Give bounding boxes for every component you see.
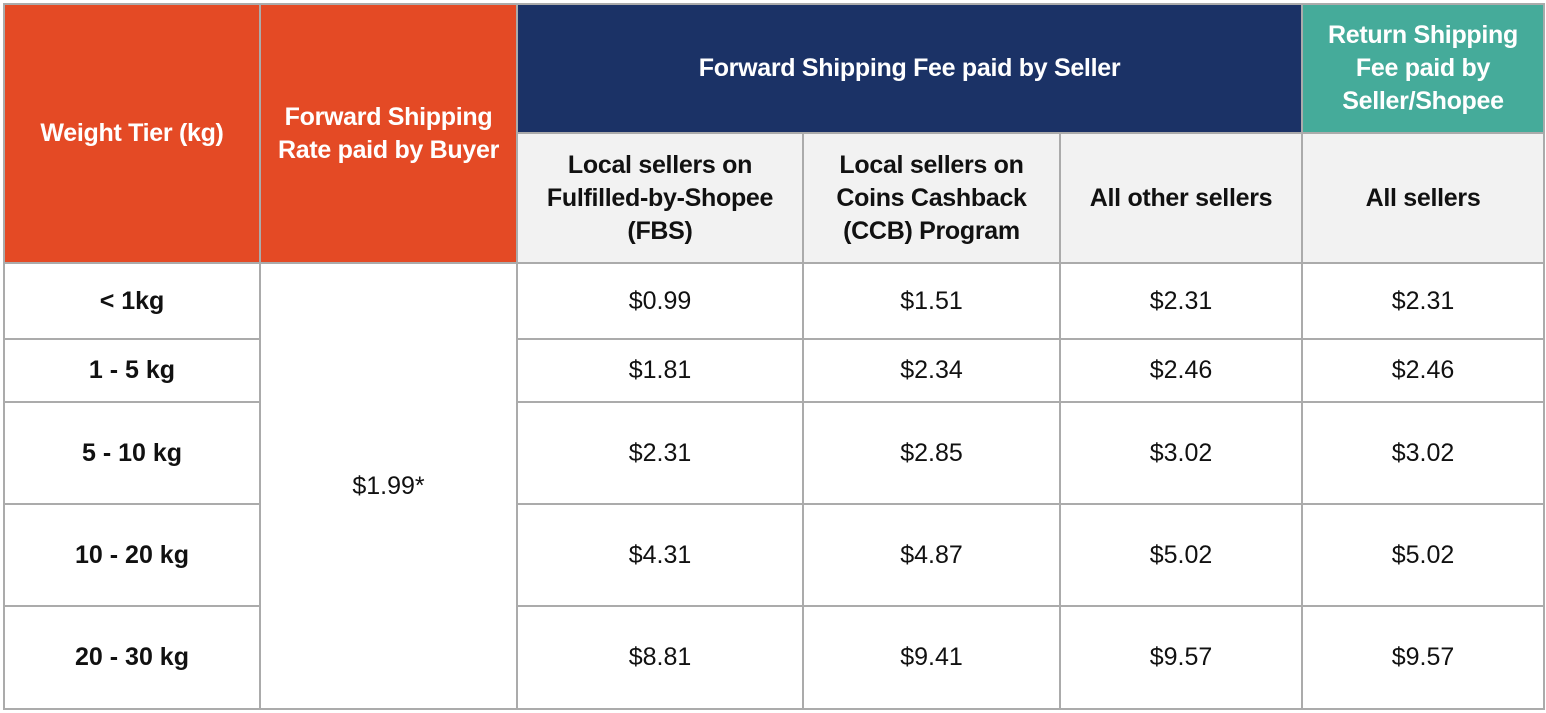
- table-row: 1 - 5 kg $1.81 $2.34 $2.46 $2.46: [3, 338, 1546, 403]
- return-fee-cell: $2.31: [1301, 262, 1546, 340]
- ccb-fee-cell: $9.41: [802, 605, 1061, 710]
- return-fee-cell: $9.57: [1301, 605, 1546, 710]
- ccb-fee-cell: $4.87: [802, 503, 1061, 607]
- subheader-fbs: Local sellers on Fulfilled-by-Shopee (FB…: [516, 132, 804, 264]
- fbs-fee-cell: $0.99: [516, 262, 804, 340]
- ccb-fee-cell: $2.85: [802, 401, 1061, 505]
- other-fee-cell: $9.57: [1058, 605, 1304, 710]
- weight-tier-cell: 20 - 30 kg: [3, 605, 261, 710]
- header-seller-fee-group: Forward Shipping Fee paid by Seller: [515, 3, 1304, 134]
- return-fee-cell: $2.46: [1301, 338, 1546, 403]
- header-weight-tier: Weight Tier (kg): [3, 3, 261, 264]
- subheader-ccb: Local sellers on Coins Cashback (CCB) Pr…: [802, 132, 1061, 264]
- weight-tier-cell: 1 - 5 kg: [3, 338, 261, 403]
- subheader-other-sellers: All other sellers: [1058, 132, 1304, 264]
- fbs-fee-cell: $1.81: [516, 338, 804, 403]
- weight-tier-cell: 10 - 20 kg: [3, 503, 261, 607]
- fbs-fee-cell: $8.81: [516, 605, 804, 710]
- table-row: < 1kg $1.99* $0.99 $1.51 $2.31 $2.31: [3, 262, 1546, 710]
- header-return-fee-group: Return Shipping Fee paid by Seller/Shope…: [1301, 3, 1546, 134]
- other-fee-cell: $2.31: [1058, 262, 1304, 340]
- other-fee-cell: $5.02: [1058, 503, 1304, 607]
- subheader-all-sellers: All sellers: [1301, 132, 1546, 264]
- fbs-fee-cell: $2.31: [516, 401, 804, 505]
- weight-tier-cell: 5 - 10 kg: [3, 401, 261, 505]
- table-row: 20 - 30 kg $8.81 $9.41 $9.57 $9.57: [3, 605, 1546, 710]
- weight-tier-cell: < 1kg: [3, 262, 261, 340]
- other-fee-cell: $3.02: [1058, 401, 1304, 505]
- ccb-fee-cell: $1.51: [802, 262, 1061, 340]
- other-fee-cell: $2.46: [1058, 338, 1304, 403]
- ccb-fee-cell: $2.34: [802, 338, 1061, 403]
- header-buyer-rate: Forward Shipping Rate paid by Buyer: [259, 3, 518, 264]
- buyer-rate-cell: $1.99*: [259, 262, 518, 710]
- table-row: 5 - 10 kg $2.31 $2.85 $3.02 $3.02: [3, 401, 1546, 505]
- return-fee-cell: $5.02: [1301, 503, 1546, 607]
- shipping-fee-table: Weight Tier (kg) Forward Shipping Rate p…: [3, 3, 1546, 710]
- fbs-fee-cell: $4.31: [516, 503, 804, 607]
- return-fee-cell: $3.02: [1301, 401, 1546, 505]
- table-row: 10 - 20 kg $4.31 $4.87 $5.02 $5.02: [3, 503, 1546, 607]
